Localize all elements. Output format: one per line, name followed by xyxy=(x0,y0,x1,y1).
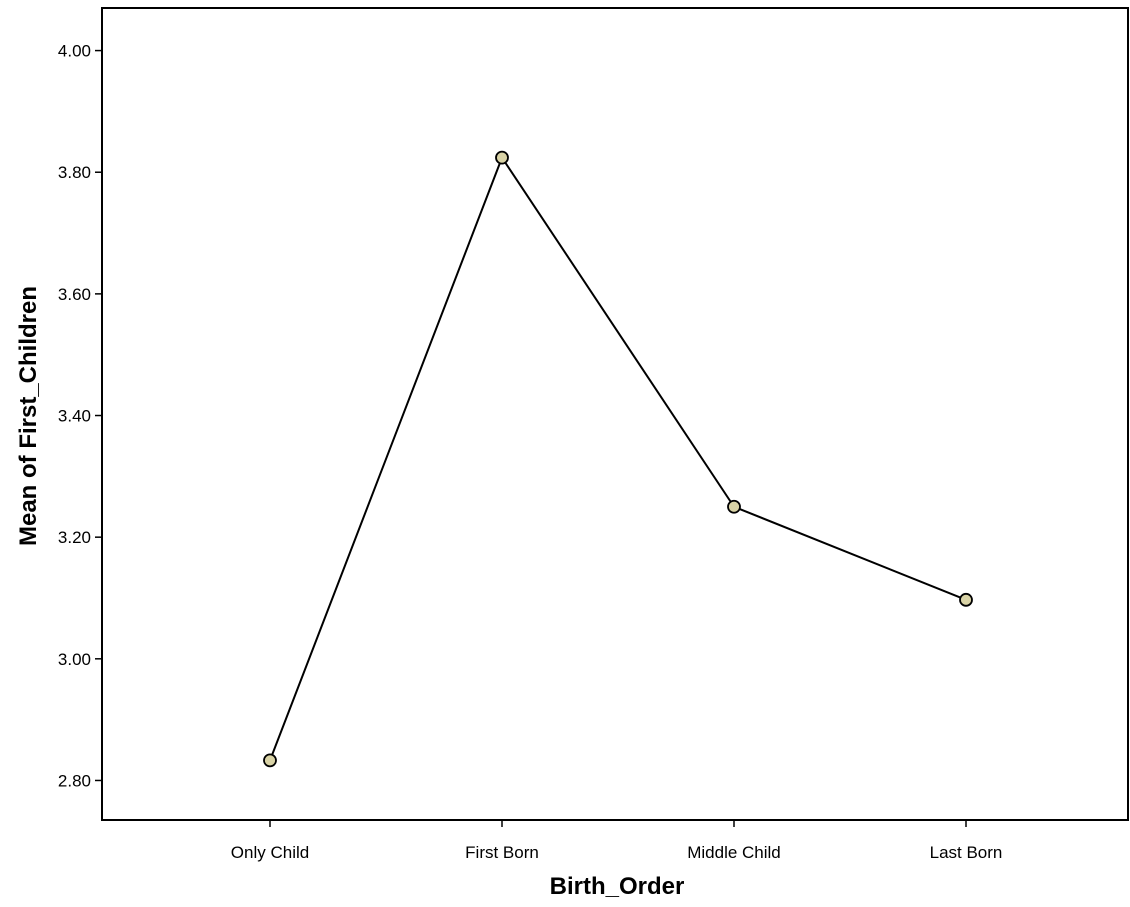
data-point xyxy=(495,150,509,165)
y-tick-label: 3.40 xyxy=(58,407,91,426)
plot-frame xyxy=(101,7,1129,821)
data-point xyxy=(263,753,277,768)
y-tick-label: 4.00 xyxy=(58,42,91,61)
x-axis-title: Birth_Order xyxy=(550,873,685,900)
y-tick-label: 2.80 xyxy=(58,771,91,790)
data-point xyxy=(727,499,741,514)
y-tick-label: 3.00 xyxy=(58,650,91,669)
x-tick-label: Middle Child xyxy=(687,843,781,862)
x-tick-label: Last Born xyxy=(930,843,1003,862)
y-tick-label: 3.80 xyxy=(58,163,91,182)
series-line xyxy=(269,156,967,761)
y-tick-label: 3.60 xyxy=(58,285,91,304)
y-axis: 2.80 3.00 3.20 3.40 3.60 3.80 4.00 xyxy=(58,42,102,790)
y-axis-title: Mean of First_Children xyxy=(15,286,42,546)
data-point xyxy=(959,592,973,607)
x-axis: Only Child First Born Middle Child Last Bor… xyxy=(231,820,1003,862)
plot-border xyxy=(101,7,1129,821)
x-tick-label: Only Child xyxy=(231,843,309,862)
series-group xyxy=(263,150,973,768)
y-tick-label: 3.20 xyxy=(58,528,91,547)
x-tick-label: First Born xyxy=(465,843,539,862)
